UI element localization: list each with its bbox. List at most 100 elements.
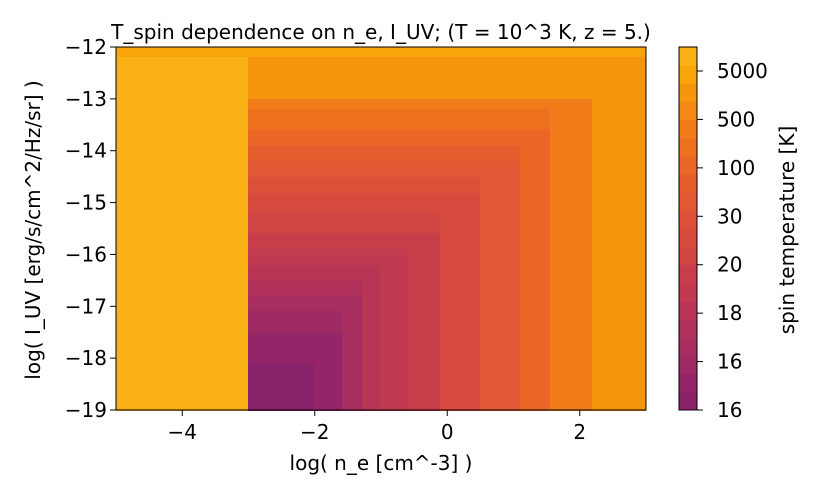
contour-cell [116, 295, 248, 297]
contour-cell [480, 381, 520, 383]
contour-cell [380, 389, 408, 391]
contour-cell [550, 393, 592, 395]
contour-cell [248, 187, 480, 189]
contour-cell [592, 395, 646, 397]
contour-cell [116, 149, 248, 151]
contour-cell [480, 303, 520, 305]
contour-cell [550, 381, 592, 383]
contour-cell [480, 373, 520, 375]
contour-cell [116, 165, 248, 167]
contour-cell [248, 331, 342, 333]
contour-cell [480, 233, 520, 235]
y-tick-label: −16 [65, 242, 107, 266]
contour-cell [550, 221, 592, 223]
contour-cell [248, 105, 592, 107]
contour-cell [550, 285, 592, 287]
contour-cell [592, 281, 646, 283]
contour-cell [248, 335, 342, 337]
contour-cell [520, 225, 550, 227]
contour-cell [116, 79, 248, 81]
contour-cell [440, 287, 480, 289]
contour-cell [362, 391, 380, 393]
contour-cell [520, 215, 550, 217]
contour-cell [408, 399, 440, 401]
contour-cell [362, 281, 380, 283]
contour-cell [520, 231, 550, 233]
contour-cell [550, 225, 592, 227]
contour-cell [440, 347, 480, 349]
contour-cell [342, 359, 362, 361]
contour-cell [342, 323, 362, 325]
contour-cell [550, 227, 592, 229]
contour-cell [520, 249, 550, 251]
contour-cell [550, 117, 592, 119]
contour-cell [520, 155, 550, 157]
contour-cell [362, 305, 380, 307]
contour-cell [480, 267, 520, 269]
contour-cell [520, 379, 550, 381]
contour-cell [520, 293, 550, 295]
contour-cell [116, 303, 248, 305]
contour-cell [550, 359, 592, 361]
contour-cell [480, 399, 520, 401]
contour-cell [440, 213, 480, 215]
contour-cell [592, 193, 646, 195]
contour-cell [408, 293, 440, 295]
contour-cell [380, 385, 408, 387]
contour-cell [440, 279, 480, 281]
contour-cell [362, 393, 380, 395]
contour-cell [116, 87, 248, 89]
contour-cell [440, 311, 480, 313]
contour-cell [248, 65, 646, 67]
contour-cell [592, 201, 646, 203]
contour-cell [248, 385, 314, 387]
contour-cell [592, 111, 646, 113]
contour-cell [116, 115, 248, 117]
contour-cell [440, 323, 480, 325]
contour-cell [380, 303, 408, 305]
contour-cell [480, 179, 520, 181]
contour-cell [248, 119, 550, 121]
contour-cell [116, 143, 248, 145]
contour-cell [380, 337, 408, 339]
contour-cell [248, 309, 362, 311]
contour-cell [520, 255, 550, 257]
contour-cell [592, 175, 646, 177]
contour-cell [480, 273, 520, 275]
contour-cell [520, 321, 550, 323]
contour-cell [116, 285, 248, 287]
contour-cell [248, 109, 550, 111]
contour-cell [116, 157, 248, 159]
contour-cell [592, 237, 646, 239]
contour-cell [480, 297, 520, 299]
contour-cell [248, 325, 342, 327]
contour-cell [248, 167, 520, 169]
contour-cell [440, 343, 480, 345]
colorbar-swatch [679, 83, 697, 102]
contour-cell [248, 307, 362, 309]
contour-cell [520, 295, 550, 297]
contour-cell [520, 289, 550, 291]
contour-cell [116, 141, 248, 143]
contour-cell [592, 329, 646, 331]
colorbar-swatch [679, 174, 697, 193]
contour-cell [362, 343, 380, 345]
contour-cell [550, 323, 592, 325]
contour-cell [592, 251, 646, 253]
contour-cell [592, 109, 646, 111]
contour-cell [116, 407, 248, 409]
contour-cell [592, 307, 646, 309]
contour-cell [480, 215, 520, 217]
contour-cell [480, 225, 520, 227]
contour-cell [380, 405, 408, 407]
contour-cell [116, 245, 248, 247]
contour-cell [408, 401, 440, 403]
contour-cell [362, 337, 380, 339]
contour-cell [116, 95, 248, 97]
contour-cell [592, 127, 646, 129]
contour-cell [248, 371, 314, 373]
contour-cell [116, 159, 248, 161]
contour-cell [314, 385, 342, 387]
contour-cell [248, 391, 314, 393]
